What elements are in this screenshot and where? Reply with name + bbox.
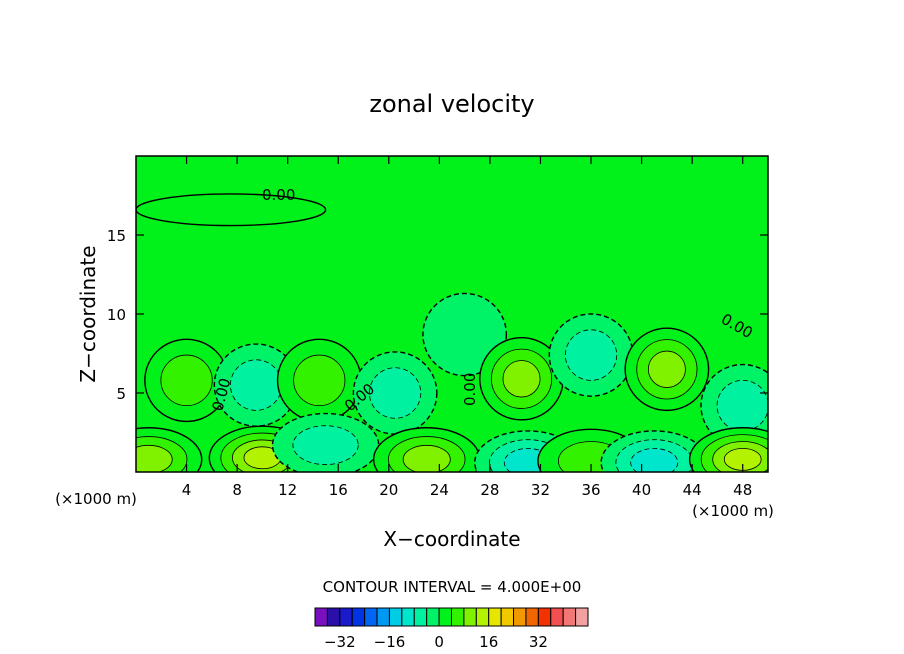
colorbar-swatch	[525, 607, 539, 627]
contour-fills	[136, 193, 768, 472]
contour-feature	[276, 338, 362, 423]
y-axis-ticks: 5 10 15	[107, 227, 768, 403]
chart-title: zonal velocity	[369, 90, 534, 118]
colorbar-tick-label: −16	[374, 633, 406, 651]
colorbar-swatch	[575, 607, 589, 627]
contour-level	[564, 329, 618, 381]
colorbar-tick-label: 16	[479, 633, 498, 651]
colorbar-swatch	[388, 607, 403, 627]
colorbar-swatch	[463, 607, 477, 627]
colorbar-swatch	[488, 607, 502, 627]
contour-feature	[479, 337, 564, 421]
x-tick-label: 8	[232, 481, 242, 499]
contour-feature	[422, 292, 508, 377]
colorbar-labels: −32 −16 0 16 32	[324, 633, 548, 651]
y-axis-label: Z−coordinate	[76, 245, 100, 382]
contour-feature	[136, 427, 203, 472]
x-unit-right: (×1000 m)	[692, 502, 774, 520]
contour-level	[502, 360, 541, 398]
x-unit-left: (×1000 m)	[55, 490, 137, 508]
contour-level	[136, 444, 173, 472]
x-tick-label: 48	[733, 481, 752, 499]
colorbar-swatch	[413, 607, 428, 627]
x-tick-label: 40	[632, 481, 651, 499]
contour-feature	[352, 351, 438, 435]
x-tick-label: 4	[182, 481, 192, 499]
x-tick-label: 20	[379, 481, 398, 499]
contour-feature	[600, 430, 709, 472]
colorbar-swatch	[351, 607, 366, 627]
contour-level	[369, 367, 422, 419]
colorbar-swatch	[426, 607, 440, 627]
contour-level	[230, 359, 283, 411]
colorbar-swatch	[401, 607, 415, 627]
colorbar-swatch	[537, 607, 552, 627]
colorbar-swatch	[326, 607, 341, 627]
y-tick-label: 10	[107, 306, 126, 324]
contour-level	[402, 444, 451, 472]
contour-interval-text: CONTOUR INTERVAL = 4.000E+00	[323, 578, 582, 596]
contour-level	[630, 448, 679, 472]
colorbar-swatch	[451, 607, 465, 627]
colorbar-swatch	[314, 607, 328, 627]
x-axis-ticks: 4 8 12 16 20 24 28 32 36 40 44 48	[182, 156, 752, 499]
contour-feature	[624, 327, 710, 412]
contour-feature	[144, 338, 229, 423]
contour-level	[422, 292, 508, 377]
colorbar-swatch	[376, 607, 390, 627]
contour-feature	[136, 193, 327, 227]
contour-level	[292, 425, 359, 465]
x-tick-label: 12	[278, 481, 297, 499]
colorbar-tick-label: 32	[529, 633, 548, 651]
colorbar-swatch	[550, 607, 564, 627]
contour-feature	[271, 412, 380, 472]
x-tick-label: 16	[329, 481, 348, 499]
x-tick-label: 32	[531, 481, 550, 499]
contour-level	[293, 354, 346, 407]
colorbar-swatch	[562, 607, 577, 627]
x-tick-label: 28	[480, 481, 499, 499]
contour-level	[136, 193, 327, 227]
y-tick-label: 15	[107, 227, 126, 245]
x-tick-label: 44	[683, 481, 702, 499]
contour-level	[160, 354, 213, 407]
contour-level	[647, 350, 686, 388]
colorbar-swatch	[339, 607, 353, 627]
contour-label: 0.00	[262, 186, 295, 204]
colorbar	[314, 607, 589, 627]
contour-feature	[688, 427, 768, 472]
plot-area: 0.00 0.00 0.00 0.00 0.00 4 8 12 16 20 24 28 32 3…	[107, 155, 769, 499]
contour-label: 0.00	[461, 373, 479, 406]
colorbar-swatch	[475, 607, 490, 627]
colorbar-swatch	[513, 607, 527, 627]
x-axis-label: X−coordinate	[383, 527, 520, 551]
colorbar-swatch	[438, 607, 453, 627]
contour-level	[716, 379, 768, 432]
colorbar-tick-label: −32	[324, 633, 356, 651]
x-tick-label: 24	[430, 481, 449, 499]
colorbar-tick-label: 0	[434, 633, 444, 651]
x-tick-label: 36	[581, 481, 600, 499]
contour-feature	[548, 313, 634, 397]
colorbar-swatch	[364, 607, 378, 627]
y-tick-label: 5	[116, 385, 126, 403]
colorbar-swatch	[500, 607, 515, 627]
